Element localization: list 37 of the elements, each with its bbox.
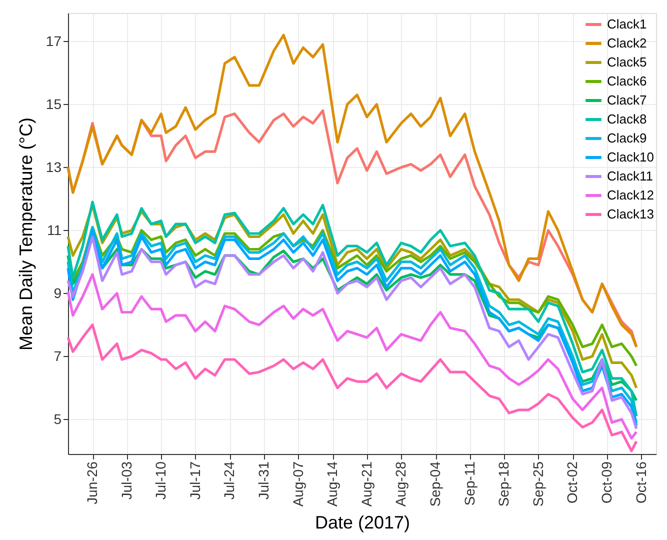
legend-label: Clack9 [607, 130, 647, 146]
x-tick-label: Jul-10 [152, 461, 169, 500]
x-tick-label: Jul-17 [186, 461, 203, 500]
x-tick-label: Sep-11 [461, 461, 478, 506]
x-tick-label: Aug-28 [392, 461, 409, 507]
legend-label: Clack12 [607, 188, 654, 202]
y-tick-label: 9 [54, 284, 62, 301]
legend-label: Clack10 [607, 150, 654, 164]
legend-label: Clack13 [607, 206, 654, 222]
y-tick-label: 7 [54, 348, 62, 364]
y-tick-label: 11 [46, 222, 62, 238]
x-tick-label: Oct-02 [564, 461, 580, 504]
x-tick-label: Sep-25 [530, 461, 546, 507]
x-tick-label: Oct-16 [632, 461, 649, 504]
x-tick-label: Aug-07 [290, 461, 306, 507]
y-tick-label: 15 [46, 96, 62, 112]
x-tick-label: Jul-24 [221, 461, 238, 500]
x-tick-label: Sep-18 [496, 461, 512, 507]
x-tick-label: Oct-09 [598, 461, 614, 504]
legend-label: Clack8 [607, 112, 647, 126]
legend-label: Clack6 [607, 74, 647, 88]
x-tick-label: Jul-31 [256, 461, 272, 500]
x-tick-label: Sep-04 [427, 461, 443, 507]
legend-label: Clack11 [607, 168, 654, 184]
legend-label: Clack2 [607, 36, 647, 50]
y-axis-title: Mean Daily Temperature (°C) [16, 118, 36, 350]
x-tick-label: Aug-21 [358, 461, 374, 507]
legend-label: Clack7 [607, 92, 647, 108]
y-tick-label: 13 [46, 158, 62, 175]
x-tick-label: Jun-26 [84, 461, 100, 504]
legend-label: Clack1 [607, 16, 647, 32]
legend-label: Clack5 [607, 54, 647, 70]
x-tick-label: Jul-03 [118, 461, 134, 500]
x-tick-label: Aug-14 [324, 461, 340, 507]
x-axis-title: Date (2017) [314, 512, 410, 533]
y-tick-label: 17 [46, 32, 62, 49]
y-tick-label: 5 [54, 410, 62, 427]
